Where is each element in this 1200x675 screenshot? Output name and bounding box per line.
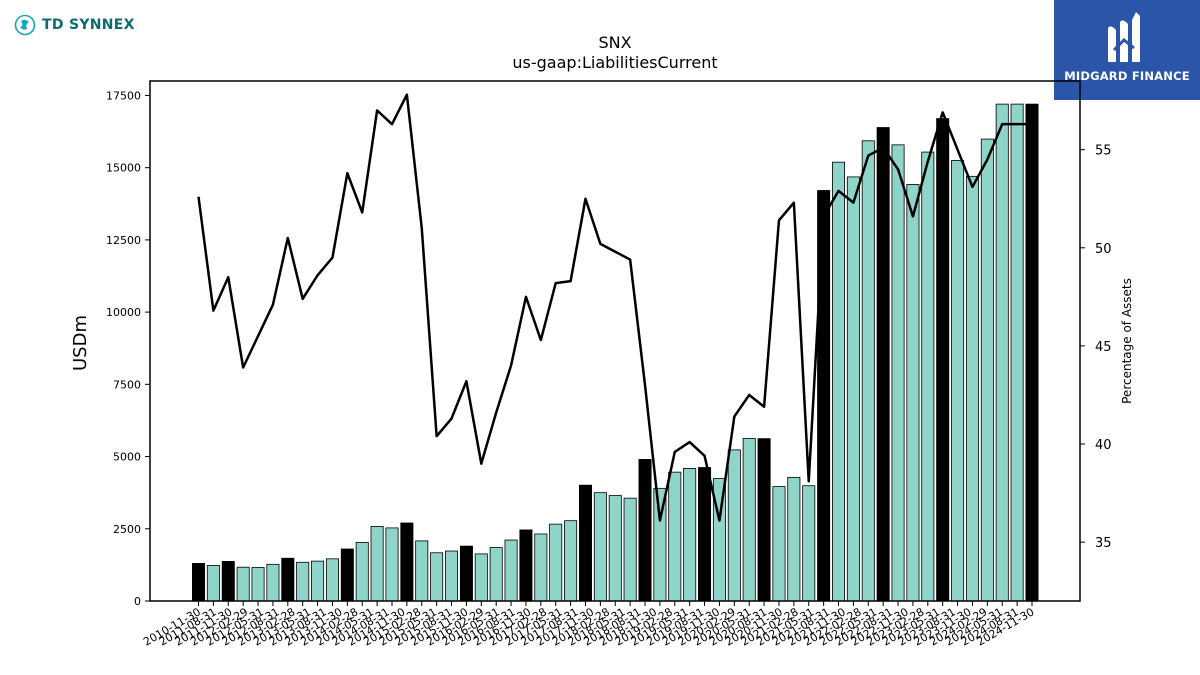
bar bbox=[832, 161, 846, 602]
bar bbox=[296, 561, 310, 602]
bar bbox=[445, 550, 459, 602]
td-synnex-logo-text: TD SYNNEX bbox=[42, 17, 135, 33]
bar bbox=[430, 552, 444, 602]
bar bbox=[206, 565, 220, 602]
bar bbox=[668, 471, 682, 602]
bar bbox=[846, 176, 860, 602]
bar bbox=[802, 485, 816, 602]
y-tick-label: 7500 bbox=[113, 378, 141, 391]
midgard-finance-logo: MIDGARD FINANCE bbox=[1054, 0, 1200, 100]
bar bbox=[415, 540, 429, 602]
bar bbox=[683, 467, 697, 602]
bar bbox=[191, 563, 205, 602]
y-tick-label: 15000 bbox=[106, 162, 141, 175]
td-synnex-logo-icon bbox=[14, 14, 36, 36]
bar-series bbox=[191, 103, 1039, 602]
bar bbox=[906, 184, 920, 602]
bar bbox=[340, 548, 354, 602]
bar bbox=[936, 118, 950, 602]
line-series bbox=[197, 93, 1032, 522]
bar bbox=[578, 484, 592, 602]
bar bbox=[251, 567, 265, 602]
y2-tick-label: 55 bbox=[1095, 144, 1112, 159]
bar bbox=[951, 160, 965, 602]
bar bbox=[564, 520, 578, 602]
bar bbox=[593, 492, 607, 602]
y-tick-label: 2500 bbox=[113, 523, 141, 536]
bar bbox=[400, 522, 414, 602]
y2-tick-label: 50 bbox=[1095, 242, 1112, 257]
bar bbox=[1010, 103, 1024, 602]
bar bbox=[534, 533, 548, 602]
bar bbox=[623, 497, 637, 602]
bar bbox=[876, 127, 890, 602]
bar bbox=[772, 486, 786, 602]
bar bbox=[608, 495, 622, 602]
y-tick-label: 0 bbox=[134, 595, 141, 608]
bar bbox=[787, 476, 801, 602]
midgard-finance-logo-text: MIDGARD FINANCE bbox=[1064, 69, 1190, 83]
chart-subtitle: us-gaap:LiabilitiesCurrent bbox=[512, 53, 717, 72]
bar bbox=[698, 467, 712, 602]
y-tick-label: 5000 bbox=[113, 451, 141, 464]
y2-tick-label: 45 bbox=[1095, 340, 1112, 355]
bar bbox=[489, 547, 503, 602]
bar bbox=[474, 553, 488, 602]
bar bbox=[266, 563, 280, 602]
bar bbox=[325, 558, 339, 602]
bar bbox=[757, 438, 771, 602]
bar bbox=[817, 190, 831, 602]
midgard-finance-logo-icon bbox=[1108, 12, 1140, 62]
y-tick-label: 10000 bbox=[106, 306, 141, 319]
bar bbox=[459, 545, 473, 602]
y-axis-label: USDm bbox=[70, 315, 91, 371]
bar bbox=[1025, 103, 1039, 602]
y2-tick-label: 40 bbox=[1095, 438, 1112, 453]
td-synnex-logo: TD SYNNEX bbox=[14, 14, 135, 36]
y2-tick-label: 35 bbox=[1095, 536, 1112, 551]
bar bbox=[370, 526, 384, 602]
bar bbox=[221, 561, 235, 602]
y2-axis-label: Percentage of Assets bbox=[1120, 278, 1134, 404]
bar bbox=[385, 527, 399, 602]
bar bbox=[638, 459, 652, 602]
bar bbox=[236, 566, 250, 602]
y-tick-label: 12500 bbox=[106, 234, 141, 247]
bar bbox=[980, 138, 994, 602]
bar bbox=[355, 541, 369, 602]
chart-title: SNX bbox=[598, 33, 631, 52]
bar bbox=[281, 557, 295, 602]
y2-axis: 35 40 45 50 55 bbox=[1080, 144, 1112, 551]
x-axis: 2010-11-302011-08-312011-11-302012-02-29… bbox=[141, 601, 1037, 649]
bar bbox=[891, 144, 905, 602]
bar bbox=[311, 560, 325, 602]
y-tick-label: 17500 bbox=[106, 89, 141, 102]
bar bbox=[861, 140, 875, 602]
bar bbox=[504, 539, 518, 602]
bar bbox=[921, 151, 935, 602]
bar bbox=[742, 437, 756, 602]
bar bbox=[549, 523, 563, 602]
percentage-line bbox=[197, 93, 1032, 522]
bar bbox=[727, 449, 741, 602]
bar bbox=[995, 103, 1009, 602]
bar bbox=[965, 175, 979, 602]
bar bbox=[519, 529, 533, 602]
y-axis: 0 2500 5000 7500 10000 12500 15000 17500 bbox=[106, 89, 150, 608]
